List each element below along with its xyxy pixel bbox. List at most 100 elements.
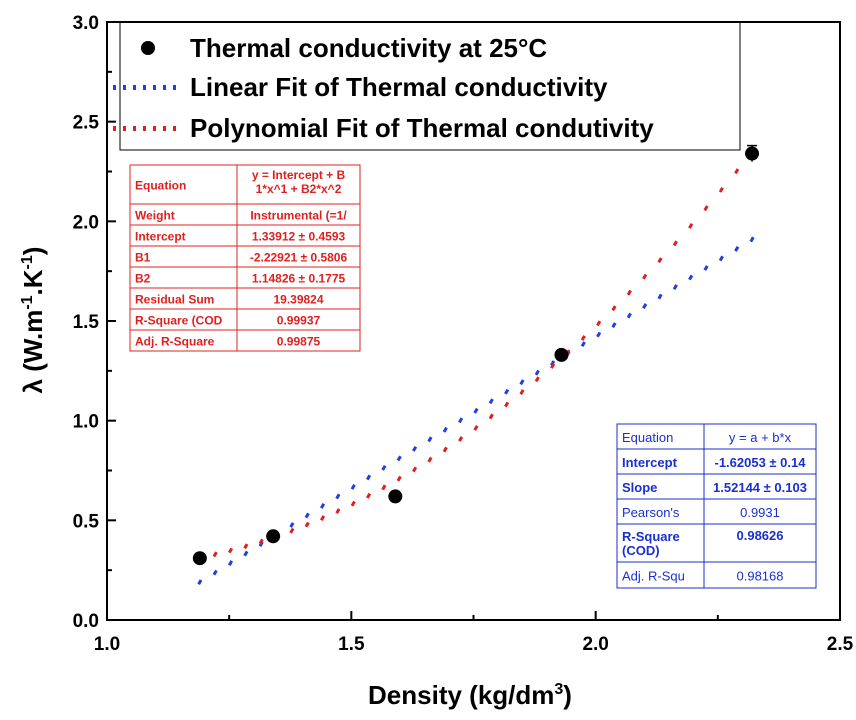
fit-dot: [396, 455, 402, 462]
fit-dot: [626, 289, 632, 296]
fit-dot: [320, 503, 326, 509]
fit-dot: [504, 401, 510, 408]
fit-dot: [642, 303, 648, 309]
fit-dot: [304, 521, 310, 528]
fit-dot: [335, 493, 341, 500]
table-value: Instrumental (=1/: [250, 209, 347, 223]
y-tick-label: 2.5: [73, 113, 100, 134]
table-label: Weight: [135, 209, 175, 223]
fit-dot: [227, 547, 234, 554]
legend-marker-dots: [163, 85, 166, 90]
legend-marker-dots: [133, 126, 136, 131]
fit-tables: Equation y = Intercept + B1*x^1 + B2*x^2 W…: [129, 164, 817, 589]
table-border: [129, 164, 361, 352]
legend-marker-circle: [141, 41, 155, 55]
table-value: 0.99937: [277, 314, 321, 328]
legend-marker-dots: [143, 85, 146, 90]
fit-dot: [580, 341, 586, 348]
legend-marker-dots: [153, 126, 156, 131]
table-value: -1.62053 ± 0.14: [715, 455, 807, 470]
data-point: [266, 529, 281, 544]
fit-dot: [366, 474, 372, 481]
legend-marker-dots: [113, 126, 116, 131]
fit-dot: [657, 257, 663, 264]
table-value: 0.99875: [277, 335, 321, 349]
fit-dot: [350, 484, 356, 490]
table-value: y = Intercept + B: [252, 168, 346, 182]
table-value: 19.39824: [273, 293, 323, 307]
fit-dot: [718, 255, 724, 262]
table-label: Residual Sum: [135, 293, 214, 307]
table-value: 1.14826 ± 0.1775: [252, 272, 346, 286]
table-label: Equation: [622, 430, 673, 445]
table-label: Intercept: [622, 455, 678, 470]
legend-marker-dots: [123, 126, 126, 131]
fit-dot: [519, 379, 525, 386]
table-label: R-Square (COD: [135, 314, 223, 328]
table-border: [616, 423, 817, 589]
x-tick-label: 1.0: [94, 634, 120, 655]
table-value: 1.33912 ± 0.4593: [252, 230, 346, 244]
fit-dot: [734, 246, 740, 252]
fit-dot: [642, 273, 648, 280]
table-label: B2: [135, 272, 151, 286]
fit-dot: [504, 388, 510, 395]
legend-label: Polynomial Fit of Thermal condutivity: [190, 113, 654, 143]
fit-dot: [473, 425, 479, 431]
table-value: y = a + b*x: [729, 430, 792, 445]
y-tick-label: 2.0: [73, 212, 99, 233]
table-label: Pearson's: [622, 505, 680, 520]
x-tick-label: 2.5: [827, 634, 854, 655]
fit-dot: [580, 335, 586, 341]
fit-dot: [488, 398, 494, 405]
fit-dot: [534, 376, 540, 383]
fit-dot: [212, 551, 218, 558]
fit-dot: [289, 522, 295, 528]
data-point: [745, 146, 760, 161]
fit-dot: [412, 466, 418, 473]
data-point: [388, 489, 403, 504]
legend-marker-dots: [123, 85, 126, 90]
fit-dot: [243, 550, 249, 557]
data-point: [554, 347, 569, 362]
fit-dot: [289, 527, 295, 534]
fit-dot: [734, 168, 740, 175]
fit-dot: [611, 305, 617, 312]
fit-dot: [412, 445, 418, 452]
table-label: Adj. R-Square: [135, 335, 215, 349]
fit-dot: [473, 407, 479, 414]
fit-dot: [611, 322, 617, 329]
fit-dot: [488, 413, 494, 420]
table-value: 1*x^1 + B2*x^2: [256, 182, 342, 196]
legend: Thermal conductivity at 25°C Linear Fit o…: [113, 21, 741, 151]
fit-dot: [366, 492, 372, 499]
axes: 1.0 1.5 2.0 2.5 0.0 0.5 1.0 1.5 2.0 2.5 3.0: [73, 13, 854, 655]
data-point: [192, 551, 207, 566]
fit-dot: [243, 543, 249, 550]
fit-dot: [749, 236, 755, 243]
fit-dot: [458, 436, 464, 442]
fit-dot: [396, 475, 402, 482]
fit-dot: [718, 186, 724, 193]
fit-dot: [320, 515, 326, 521]
fit-dot: [703, 265, 709, 271]
table-value: 0.98626: [737, 528, 784, 543]
table-value: 0.9931: [740, 505, 780, 520]
table-label: Adj. R-Squ: [622, 569, 685, 584]
fit-dot: [227, 560, 234, 567]
fit-dot: [672, 240, 678, 247]
table-label: Intercept: [135, 230, 186, 244]
fit-dot: [427, 456, 433, 463]
fit-dot: [258, 538, 264, 545]
legend-marker-dots: [173, 126, 176, 131]
fit-dot: [427, 436, 433, 443]
fit-dot: [657, 293, 663, 300]
plot-layer: [192, 144, 760, 586]
fit-dot: [688, 274, 694, 281]
fit-dot: [304, 512, 310, 519]
table-label: Equation: [135, 179, 186, 193]
fit-dot: [197, 579, 203, 586]
fit-dot: [626, 312, 632, 319]
fit-dot: [442, 426, 448, 433]
